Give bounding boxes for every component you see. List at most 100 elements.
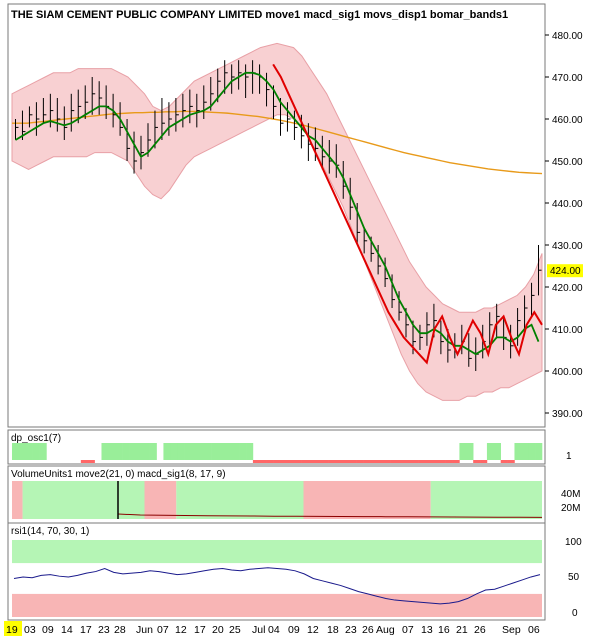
movs-line bbox=[12, 110, 543, 175]
osc-bar bbox=[307, 460, 316, 463]
volume-regime-red bbox=[12, 481, 23, 519]
price-tick-label: 420.00 bbox=[552, 283, 583, 294]
price-tick-label: 390.00 bbox=[552, 409, 583, 420]
price-axis: 480.00 470.00 460.00 450.00 440.00 430.00 420.… bbox=[545, 31, 583, 420]
date-highlight bbox=[4, 621, 22, 636]
osc-bar bbox=[404, 460, 412, 463]
date-label: Jul bbox=[252, 624, 265, 636]
volume-regime-green bbox=[176, 481, 304, 519]
osc-bar bbox=[170, 443, 178, 460]
date-label: 14 bbox=[61, 624, 73, 636]
date-label: 18 bbox=[327, 624, 339, 636]
osc-bar bbox=[535, 443, 543, 460]
osc-bar bbox=[452, 460, 460, 463]
rsi-title: rsi1(14, 70, 30, 1) bbox=[11, 526, 89, 537]
date-label: 12 bbox=[307, 624, 319, 636]
osc-bar bbox=[149, 443, 157, 460]
date-label: 23 bbox=[345, 624, 357, 636]
date-label: 28 bbox=[114, 624, 126, 636]
volume-title: VolumeUnits1 move2(21, 0) macd_sig1(8, 1… bbox=[11, 469, 226, 480]
osc-bar bbox=[135, 443, 144, 460]
osc-bar bbox=[369, 460, 378, 463]
osc-bar bbox=[12, 443, 20, 460]
osc-bar bbox=[514, 443, 522, 460]
volume-panel: VolumeUnits1 move2(21, 0) macd_sig1(8, 1… bbox=[7, 465, 580, 524]
rsi-tick-100: 100 bbox=[565, 537, 582, 548]
osc-bar bbox=[507, 460, 515, 463]
osc-bar bbox=[431, 460, 440, 463]
osc-bar bbox=[39, 443, 47, 460]
osc-bar bbox=[321, 460, 329, 463]
osc-bar bbox=[101, 443, 109, 460]
volume-regimes bbox=[12, 481, 543, 519]
osc-bar bbox=[521, 443, 529, 460]
price-tick-label: 450.00 bbox=[552, 157, 583, 168]
osc-bar bbox=[18, 443, 27, 460]
rsi-tick-50: 50 bbox=[568, 572, 580, 583]
date-label: 04 bbox=[268, 624, 280, 636]
date-label: 17 bbox=[80, 624, 92, 636]
osc-bar bbox=[376, 460, 384, 463]
date-label: Sep bbox=[502, 624, 521, 636]
date-label: 17 bbox=[194, 624, 206, 636]
date-label: 23 bbox=[98, 624, 110, 636]
osc-bar bbox=[204, 443, 212, 460]
osc-bar bbox=[259, 460, 267, 463]
move1-line bbox=[15, 71, 540, 356]
osc-bar bbox=[466, 443, 474, 460]
osc-bar bbox=[397, 460, 405, 463]
volume-regime-green bbox=[22, 481, 145, 519]
osc-bar bbox=[418, 460, 426, 463]
main-title: THE SIAM CEMENT PUBLIC COMPANY LIMITED m… bbox=[11, 9, 508, 21]
last-price-label: 424.00 bbox=[550, 266, 581, 277]
date-label: 26 bbox=[362, 624, 374, 636]
osc-bar bbox=[122, 443, 130, 460]
rsi-oversold-band bbox=[12, 593, 542, 617]
osc-bar bbox=[232, 443, 240, 460]
osc-bar bbox=[342, 460, 350, 463]
osc-bar bbox=[25, 443, 33, 460]
osc-bar bbox=[211, 443, 219, 460]
price-tick-label: 470.00 bbox=[552, 73, 583, 84]
date-label: 19 bbox=[6, 624, 18, 636]
date-label: 26 bbox=[474, 624, 486, 636]
osc-bar bbox=[424, 460, 433, 463]
rsi-panel: rsi1(14, 70, 30, 1) 100 50 0 bbox=[7, 522, 582, 621]
osc-bar bbox=[163, 443, 171, 460]
bollinger-bands bbox=[11, 42, 543, 401]
osc-bar bbox=[480, 460, 488, 463]
volume-regime-red bbox=[144, 481, 177, 519]
osc-bar bbox=[252, 460, 261, 463]
osc-bar bbox=[528, 443, 536, 460]
osc-bar bbox=[390, 460, 398, 463]
date-axis: 19 03 09 14 17 23 28 Jun 07 12 17 20 25 Jul 04 09 12 18 23… bbox=[4, 621, 540, 636]
price-tick-label: 480.00 bbox=[552, 31, 583, 42]
date-label: 25 bbox=[229, 624, 241, 636]
date-label: 21 bbox=[456, 624, 468, 636]
osc-bar bbox=[459, 443, 467, 460]
osc-bar bbox=[335, 460, 343, 463]
osc-bar bbox=[225, 443, 233, 460]
osc-bar bbox=[197, 443, 206, 460]
date-label: 07 bbox=[402, 624, 414, 636]
osc-bar bbox=[363, 460, 371, 463]
price-panel: THE SIAM CEMENT PUBLIC COMPANY LIMITED m… bbox=[7, 3, 583, 428]
osc-bar bbox=[486, 443, 495, 460]
osc-bar bbox=[177, 443, 185, 460]
volume-tick-20m: 20M bbox=[561, 503, 580, 514]
date-label: 20 bbox=[212, 624, 224, 636]
volume-regime-red bbox=[303, 481, 431, 519]
osc-bar bbox=[301, 460, 309, 463]
osc-bar bbox=[493, 443, 502, 460]
osc-bar bbox=[108, 443, 116, 460]
osc-bar bbox=[190, 443, 199, 460]
volume-regime-green bbox=[430, 481, 542, 519]
rsi-plot bbox=[12, 540, 542, 617]
date-label: 12 bbox=[175, 624, 187, 636]
osc-bar bbox=[349, 460, 357, 463]
osc-bar bbox=[438, 460, 446, 463]
osc-bar bbox=[246, 443, 254, 460]
osc-bar bbox=[87, 460, 95, 463]
osc-bar bbox=[328, 460, 336, 463]
